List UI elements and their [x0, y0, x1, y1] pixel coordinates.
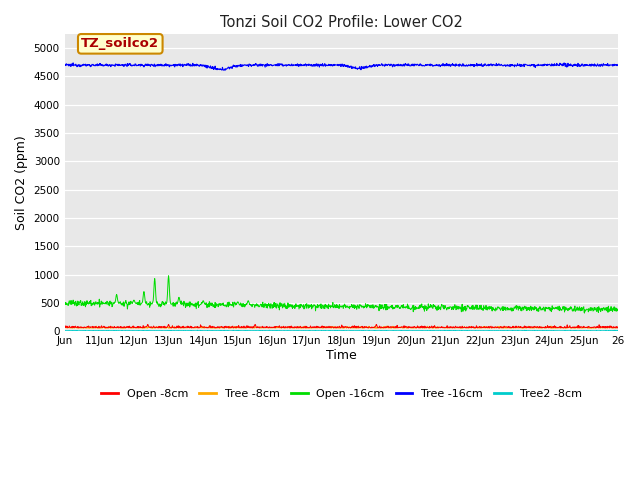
Legend: Open -8cm, Tree -8cm, Open -16cm, Tree -16cm, Tree2 -8cm: Open -8cm, Tree -8cm, Open -16cm, Tree -…: [97, 384, 586, 403]
Open -8cm: [61, 324, 68, 329]
Line: Open -8cm: Open -8cm: [65, 324, 618, 328]
Open -8cm: [500, 324, 508, 330]
Open -16cm: [580, 310, 588, 316]
Open -8cm: [184, 324, 192, 330]
Tree -16cm: [170, 63, 178, 69]
Tree2 -8cm: [170, 328, 178, 334]
Tree -8cm: [149, 325, 157, 331]
Line: Tree -16cm: Tree -16cm: [65, 63, 618, 70]
Tree -16cm: [220, 67, 227, 73]
Open -16cm: [428, 302, 436, 308]
Tree2 -8cm: [246, 328, 253, 334]
Tree -16cm: [61, 62, 68, 68]
Tree -16cm: [246, 62, 254, 68]
Open -16cm: [500, 307, 508, 312]
Open -16cm: [171, 300, 179, 306]
Open -16cm: [164, 273, 172, 279]
Open -8cm: [614, 323, 622, 329]
Tree -16cm: [184, 62, 191, 68]
Open -16cm: [61, 300, 68, 306]
Tree -8cm: [184, 325, 192, 331]
Tree -8cm: [246, 324, 254, 330]
Tree2 -8cm: [549, 328, 557, 334]
Text: TZ_soilco2: TZ_soilco2: [81, 37, 159, 50]
Tree2 -8cm: [500, 328, 508, 334]
Tree2 -8cm: [611, 327, 619, 333]
Tree -8cm: [171, 325, 179, 331]
Line: Open -16cm: Open -16cm: [65, 276, 618, 313]
Tree -8cm: [614, 325, 622, 331]
Tree2 -8cm: [61, 327, 68, 333]
Tree -8cm: [383, 323, 391, 329]
Tree2 -8cm: [503, 328, 511, 334]
Tree -8cm: [61, 324, 68, 330]
Open -8cm: [144, 322, 152, 327]
Tree2 -8cm: [428, 328, 435, 334]
Open -16cm: [246, 301, 254, 307]
Open -8cm: [428, 323, 436, 329]
Open -8cm: [470, 325, 478, 331]
Y-axis label: Soil CO2 (ppm): Soil CO2 (ppm): [15, 135, 28, 230]
Tree -16cm: [500, 62, 508, 68]
Open -8cm: [246, 324, 254, 329]
Title: Tonzi Soil CO2 Profile: Lower CO2: Tonzi Soil CO2 Profile: Lower CO2: [220, 15, 463, 30]
Open -16cm: [184, 303, 192, 309]
Tree2 -8cm: [614, 328, 622, 334]
Open -8cm: [550, 324, 557, 329]
Tree -8cm: [550, 325, 557, 331]
X-axis label: Time: Time: [326, 349, 357, 362]
Tree2 -8cm: [184, 328, 191, 334]
Tree -8cm: [428, 325, 436, 331]
Line: Tree -8cm: Tree -8cm: [65, 326, 618, 328]
Tree -16cm: [614, 61, 622, 67]
Open -16cm: [614, 308, 622, 313]
Tree -16cm: [428, 62, 436, 68]
Tree -16cm: [549, 62, 557, 68]
Tree -8cm: [500, 324, 508, 330]
Open -8cm: [171, 324, 179, 330]
Tree -16cm: [560, 60, 568, 66]
Open -16cm: [549, 305, 557, 311]
Line: Tree2 -8cm: Tree2 -8cm: [65, 330, 618, 331]
